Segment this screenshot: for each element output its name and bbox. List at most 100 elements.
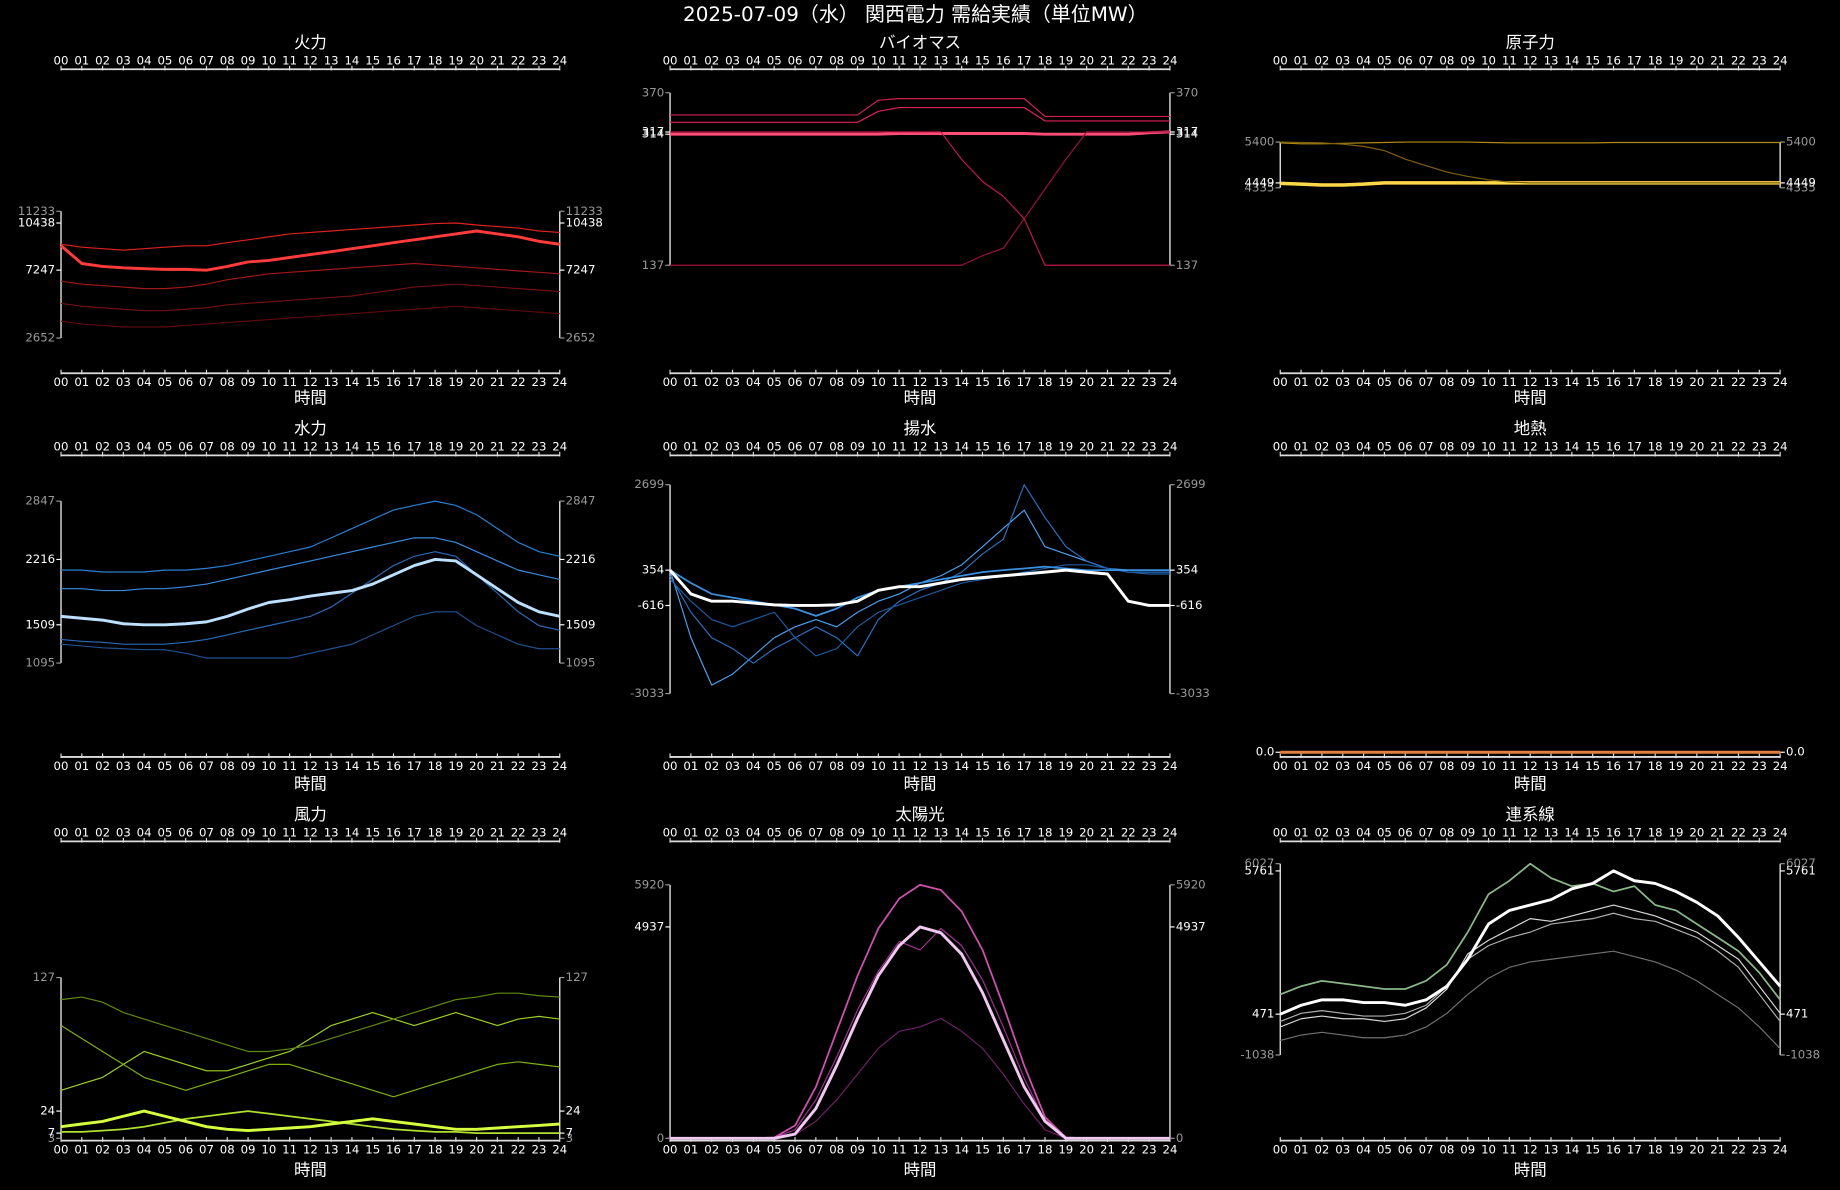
x-tick-label: 04: [1356, 440, 1371, 454]
x-tick-label: 21: [1100, 54, 1115, 68]
x-tick-label: 23: [532, 759, 547, 773]
x-tick-label: 09: [241, 759, 256, 773]
x-tick-label: 03: [116, 375, 131, 389]
x-tick-label: 00: [54, 1143, 69, 1157]
x-tick-label: 01: [74, 375, 89, 389]
x-tick-label: 09: [241, 54, 256, 68]
x-tick-label: 11: [892, 1143, 907, 1157]
x-tick-label: 14: [954, 375, 969, 389]
y-tick-label: 10438: [18, 216, 55, 230]
x-tick-label: 03: [116, 759, 131, 773]
x-tick-label: 02: [1314, 826, 1329, 840]
series-line: [60, 557, 561, 627]
x-tick-label: 00: [663, 440, 678, 454]
x-tick-label: 16: [386, 440, 401, 454]
y-tick-label: 6027: [1245, 856, 1275, 870]
y-tick-label: 5400: [1245, 135, 1275, 149]
x-tick-label: 00: [1273, 1143, 1288, 1157]
x-tick-label: 16: [996, 440, 1011, 454]
x-tick-label: 22: [1121, 440, 1136, 454]
x-tick-label: 12: [303, 54, 318, 68]
x-tick-label: 07: [808, 375, 823, 389]
x-tick-label: 04: [137, 759, 152, 773]
x-tick-label: 12: [1523, 440, 1538, 454]
x-tick-label: 20: [469, 1143, 484, 1157]
x-tick-label: 01: [74, 54, 89, 68]
x-tick-label: 20: [469, 375, 484, 389]
x-tick-label: 02: [704, 375, 719, 389]
x-tick-label: 19: [1058, 54, 1073, 68]
x-tick-label: 06: [788, 54, 803, 68]
x-tick-label: 00: [663, 375, 678, 389]
y-tick-label: -616: [638, 598, 665, 612]
x-axis-label: 時間: [904, 775, 937, 794]
x-tick-label: 11: [282, 375, 297, 389]
x-tick-label: 23: [1752, 54, 1767, 68]
x-tick-label: 11: [1502, 375, 1517, 389]
x-tick-label: 16: [386, 54, 401, 68]
x-tick-label: 12: [1523, 54, 1538, 68]
y-tick-label: 4335: [1245, 180, 1275, 194]
x-tick-label: 13: [1544, 759, 1559, 773]
x-tick-label: 12: [913, 759, 928, 773]
x-tick-label: 04: [1356, 1143, 1371, 1157]
x-tick-label: 10: [871, 759, 886, 773]
x-tick-label: 02: [704, 54, 719, 68]
x-tick-label: 22: [1731, 1143, 1746, 1157]
x-tick-label: 13: [324, 440, 339, 454]
x-tick-label: 04: [137, 375, 152, 389]
x-tick-label: 15: [1585, 54, 1600, 68]
x-tick-label: 10: [871, 440, 886, 454]
x-tick-label: 07: [1419, 1143, 1434, 1157]
x-tick-label: 11: [282, 1143, 297, 1157]
x-tick-label: 09: [1460, 759, 1475, 773]
x-tick-label: 12: [913, 375, 928, 389]
y-tick-label: 24: [566, 1104, 581, 1118]
x-tick-label: 16: [386, 759, 401, 773]
x-tick-label: 12: [1523, 375, 1538, 389]
x-tick-label: 11: [892, 440, 907, 454]
x-tick-label: 05: [767, 759, 782, 773]
x-tick-label: 23: [532, 375, 547, 389]
x-tick-label: 03: [725, 375, 740, 389]
x-tick-label: 20: [1689, 375, 1704, 389]
x-tick-label: 18: [1648, 440, 1663, 454]
x-tick-label: 18: [1648, 375, 1663, 389]
x-tick-label: 07: [199, 54, 214, 68]
x-tick-label: 08: [1439, 759, 1454, 773]
x-tick-label: 23: [1752, 826, 1767, 840]
x-tick-label: 23: [532, 54, 547, 68]
y-tick-label: 4449: [1245, 175, 1275, 189]
x-tick-label: 17: [1017, 826, 1032, 840]
x-tick-label: 05: [157, 826, 172, 840]
x-tick-label: 08: [220, 759, 235, 773]
x-tick-label: 13: [933, 1143, 948, 1157]
x-tick-label: 00: [54, 759, 69, 773]
x-tick-label: 18: [1648, 826, 1663, 840]
x-tick-label: 10: [261, 1143, 276, 1157]
x-tick-label: 21: [1710, 54, 1725, 68]
x-tick-label: 21: [490, 826, 505, 840]
x-tick-label: 03: [1335, 375, 1350, 389]
x-tick-label: 09: [850, 826, 865, 840]
x-tick-label: 13: [933, 440, 948, 454]
x-tick-label: 22: [1121, 54, 1136, 68]
x-tick-label: 11: [892, 759, 907, 773]
x-tick-label: 01: [1294, 759, 1309, 773]
x-tick-label: 05: [767, 1143, 782, 1157]
x-tick-label: 00: [1273, 826, 1288, 840]
x-axis-label: 時間: [1514, 1161, 1547, 1180]
x-axis-label: 時間: [1514, 775, 1547, 794]
x-tick-label: 07: [199, 440, 214, 454]
x-axis-label: 時間: [294, 775, 327, 794]
x-tick-label: 10: [261, 440, 276, 454]
x-tick-label: 15: [1585, 1143, 1600, 1157]
series-line: [1280, 950, 1781, 1049]
x-tick-label: 17: [407, 826, 422, 840]
x-tick-label: 04: [746, 1143, 761, 1157]
x-tick-label: 15: [365, 826, 380, 840]
x-tick-label: 10: [261, 54, 276, 68]
x-tick-label: 24: [1773, 54, 1788, 68]
x-tick-label: 10: [871, 826, 886, 840]
